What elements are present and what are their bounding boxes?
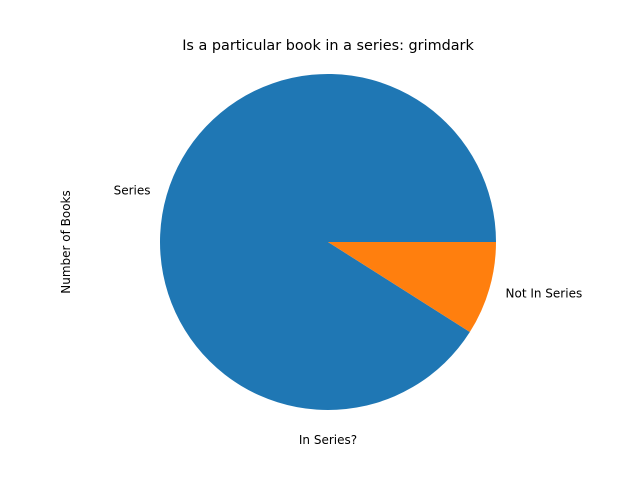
pie-slice-not-in-series — [328, 242, 496, 333]
x-axis-label: In Series? — [299, 433, 357, 447]
pie-slice-series — [160, 74, 496, 411]
slice-label-series: Series — [114, 183, 151, 197]
chart-title: Is a particular book in a series: grimda… — [182, 38, 474, 54]
y-axis-label: Number of Books — [59, 190, 73, 294]
slice-label-not-in-series: Not In Series — [506, 287, 583, 301]
pie-slices — [160, 74, 496, 411]
pie-slice-labels: Series Not In Series — [114, 183, 583, 300]
